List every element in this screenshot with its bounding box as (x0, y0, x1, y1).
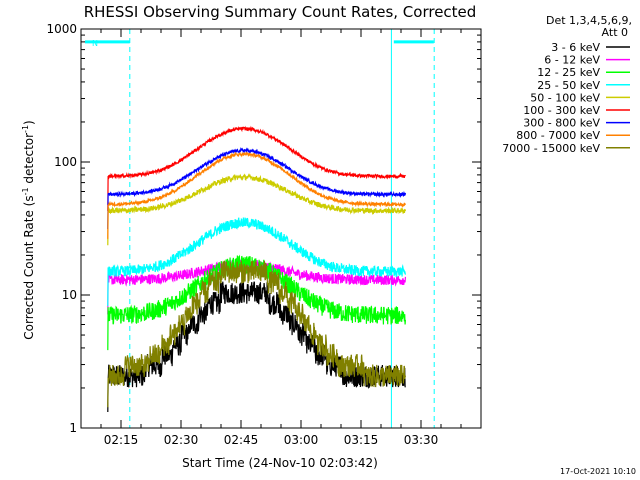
y-axis-label-sup1: -1 (21, 187, 30, 195)
legend-label-2: 12 - 25 keV (537, 66, 600, 79)
y-axis-label-mid: detector (22, 133, 36, 188)
x-tick-label-4: 03:15 (344, 433, 379, 447)
x-tick-label-1: 02:30 (164, 433, 199, 447)
series-line-0 (107, 281, 406, 413)
axis-ticks: 02:15 02:30 02:45 03:00 03:15 03:30 1 10 100 1000 (46, 22, 481, 447)
y-axis-label-main: Corrected Count Rate (s (22, 195, 36, 339)
flag-label-0: N (92, 39, 98, 48)
series-line-4 (107, 172, 406, 246)
series-line-8 (107, 260, 406, 408)
legend-header-line2: Att 0 (602, 26, 628, 39)
legend-header-line1: Det 1,3,4,5,6,9, (546, 14, 632, 27)
y-axis-label: Corrected Count Rate (s-1 detector-1) (21, 120, 36, 339)
series-line-7 (107, 151, 406, 239)
x-tick-label-5: 03:30 (404, 433, 439, 447)
legend-label-6: 300 - 800 keV (523, 117, 600, 130)
x-tick-label-0: 02:15 (104, 433, 139, 447)
series-line-5 (107, 125, 406, 211)
x-tick-label-3: 03:00 (284, 433, 319, 447)
x-tick-label-2: 02:45 (224, 433, 259, 447)
series-line-3 (107, 217, 406, 307)
legend-label-4: 50 - 100 keV (530, 91, 600, 104)
footer-timestamp: 17-Oct-2021 10:10 (560, 467, 636, 476)
legend-label-8: 7000 - 15000 keV (502, 142, 600, 155)
y-tick-label-1: 10 (62, 288, 77, 302)
y-axis-label-end: ) (22, 120, 36, 125)
y-tick-label-0: 1 (69, 421, 77, 435)
legend-label-3: 25 - 50 keV (537, 79, 600, 92)
plot-data: N (85, 29, 435, 428)
y-axis-label-sup2: -1 (21, 125, 30, 133)
y-tick-label-2: 100 (54, 155, 77, 169)
chart-title: RHESSI Observing Summary Count Rates, Co… (84, 3, 477, 21)
legend-label-7: 800 - 7000 keV (516, 129, 600, 142)
x-axis-label: Start Time (24-Nov-10 02:03:42) (182, 456, 378, 470)
y-tick-label-3: 1000 (46, 22, 77, 36)
series-line-6 (107, 147, 406, 230)
legend-label-0: 3 - 6 keV (551, 41, 600, 54)
legend-label-5: 100 - 300 keV (523, 104, 600, 117)
legend-label-1: 6 - 12 keV (544, 54, 600, 67)
